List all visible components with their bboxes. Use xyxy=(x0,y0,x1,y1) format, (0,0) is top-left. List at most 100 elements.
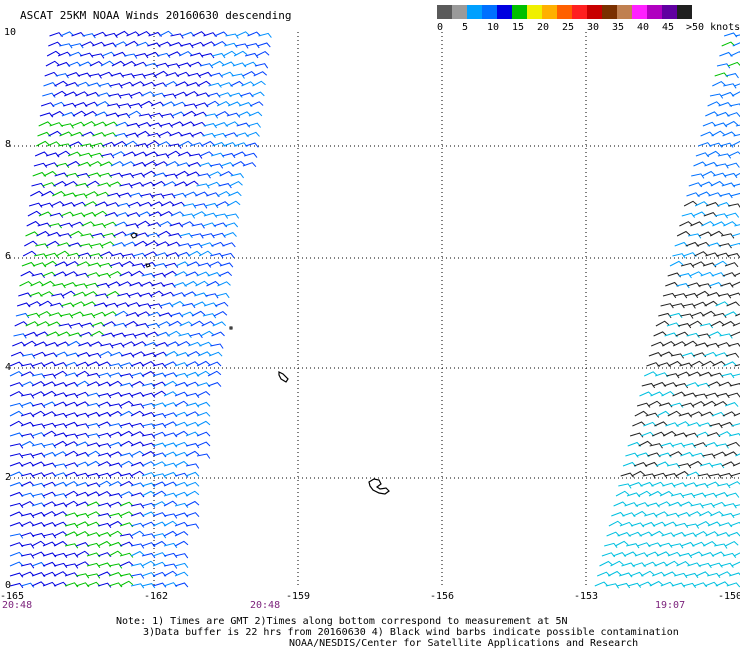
wind-barb xyxy=(714,213,729,219)
wind-barb xyxy=(64,412,79,418)
wind-barb xyxy=(724,120,739,127)
wind-barb xyxy=(71,121,86,127)
wind-barb xyxy=(9,402,24,408)
wind-barb xyxy=(59,222,73,228)
wind-barb xyxy=(161,291,175,297)
wind-barb xyxy=(108,471,123,477)
wind-barb xyxy=(148,303,163,309)
wind-barb xyxy=(694,393,708,399)
wind-barb xyxy=(100,153,115,159)
wind-barb xyxy=(130,450,145,457)
wind-barb xyxy=(672,253,686,259)
wind-barb xyxy=(24,240,38,247)
wind-barb xyxy=(83,201,98,207)
wind-barb xyxy=(659,490,674,497)
wind-barb xyxy=(172,101,187,107)
wind-barb xyxy=(64,393,79,399)
wind-barb xyxy=(623,551,638,557)
wind-barb xyxy=(188,341,202,347)
wind-barb xyxy=(723,83,737,89)
wind-barb xyxy=(685,572,699,579)
wind-barb xyxy=(196,382,211,388)
wind-barb xyxy=(42,182,56,188)
wind-barb xyxy=(641,382,656,389)
wind-barb xyxy=(59,131,73,137)
wind-barb xyxy=(243,61,258,67)
wind-barb xyxy=(701,221,715,227)
wind-barb xyxy=(686,332,700,338)
wind-barb xyxy=(64,181,78,187)
wind-barb xyxy=(136,220,151,227)
wind-barb xyxy=(687,282,701,288)
wind-barb xyxy=(107,192,121,198)
wind-barb xyxy=(119,561,134,567)
wind-barb xyxy=(130,530,145,537)
wind-barb xyxy=(45,152,60,158)
wind-barb xyxy=(169,222,184,228)
wind-barb xyxy=(143,251,158,257)
note-line: Note: 1) Times are GMT 2)Times along bot… xyxy=(116,616,568,627)
wind-barb xyxy=(122,151,137,157)
wind-barb xyxy=(58,143,72,149)
wind-barb xyxy=(166,63,181,69)
wind-barb xyxy=(185,421,200,427)
wind-barb xyxy=(220,252,235,258)
wind-barb xyxy=(92,223,107,229)
wind-barb xyxy=(119,580,134,587)
wind-barb xyxy=(97,393,112,399)
wind-barb xyxy=(700,552,715,557)
wind-barb xyxy=(734,34,740,37)
wind-barb xyxy=(705,252,719,258)
scale-swatch xyxy=(542,5,557,19)
wind-barb xyxy=(166,341,180,347)
wind-barb xyxy=(667,551,682,557)
wind-barb xyxy=(651,481,665,487)
wind-barb xyxy=(670,492,685,499)
wind-barb xyxy=(646,362,660,368)
wind-barb xyxy=(152,442,167,448)
wind-barb xyxy=(38,121,53,127)
wind-barb xyxy=(680,451,694,457)
wind-barb xyxy=(81,221,96,227)
scale-swatch xyxy=(677,5,692,19)
wind-barb xyxy=(152,571,167,577)
scale-label: 40 xyxy=(637,22,650,33)
wind-barb xyxy=(158,221,173,227)
wind-barb xyxy=(64,481,79,487)
wind-barb xyxy=(152,180,166,187)
wind-barb xyxy=(675,331,689,337)
wind-barb xyxy=(64,450,79,457)
wind-barb xyxy=(163,93,177,99)
wind-barb xyxy=(690,221,704,227)
wind-barb xyxy=(181,213,196,219)
wind-barb xyxy=(174,181,188,187)
wind-barb xyxy=(107,281,121,287)
wind-barb xyxy=(688,460,703,467)
wind-barb xyxy=(89,61,104,67)
wind-barb xyxy=(720,282,734,288)
wind-barb xyxy=(108,582,123,588)
wind-barb xyxy=(87,262,102,268)
wind-barb xyxy=(122,60,137,67)
wind-barb xyxy=(53,502,68,508)
wind-barb xyxy=(683,392,697,398)
wind-barb xyxy=(729,242,740,247)
wind-barb xyxy=(723,32,738,38)
wind-barb xyxy=(151,282,165,288)
wind-barb xyxy=(20,501,35,507)
wind-barb xyxy=(20,440,35,447)
wind-barb xyxy=(182,110,197,117)
wind-barb xyxy=(190,233,204,239)
lat-label: 8 xyxy=(5,139,12,150)
wind-barb xyxy=(606,531,620,537)
wind-barb xyxy=(225,121,240,127)
wind-barb xyxy=(677,463,692,469)
wind-barb xyxy=(100,60,115,67)
wind-barb xyxy=(215,201,230,207)
wind-barb xyxy=(636,452,650,458)
wind-barb xyxy=(87,172,102,178)
wind-barb xyxy=(40,291,54,297)
wind-barb xyxy=(201,140,215,147)
wind-barb xyxy=(53,401,68,407)
